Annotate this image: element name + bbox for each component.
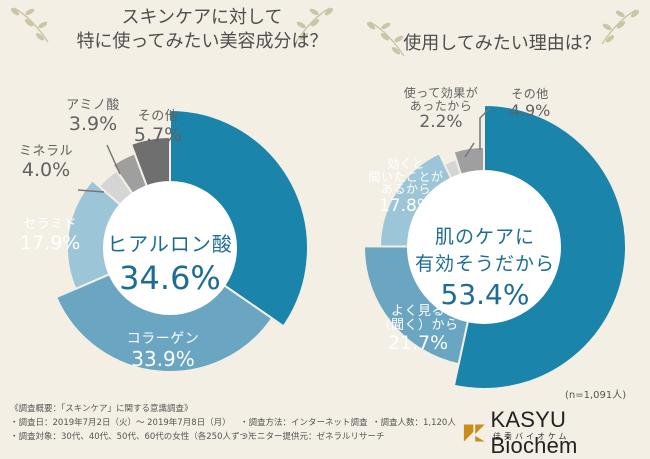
seen-value: 21.7%	[387, 332, 449, 355]
amino-value: 3.9%	[68, 112, 118, 135]
right-other-name: その他	[511, 87, 549, 101]
heard-line-1: 効くと	[387, 157, 425, 171]
right-center-label: 肌のケアに 有効そうだから 53.4%	[410, 222, 560, 311]
sample-size: (n=1,091人)	[565, 390, 627, 401]
label-seen: よく見る （聞く）から 21.7%	[368, 305, 468, 354]
label-used: 使って効果が あったから 2.2%	[396, 87, 486, 132]
label-left-other: その他 5.7%	[128, 110, 188, 146]
pointer-right-other	[479, 107, 491, 150]
leaf-icon-top-right-b	[601, 9, 640, 45]
left-title-line-1: スキンケアに対して	[121, 7, 283, 28]
left-title-line-2: 特に使ってみたい美容成分は？	[76, 31, 328, 52]
label-ceramide: セラミド 17.9%	[20, 218, 80, 254]
survey-overview: 《調査概要：「スキンケア」に関する意識調査》	[10, 404, 193, 414]
leaf-decorations	[10, 7, 640, 57]
left-other-name: その他	[137, 109, 179, 124]
skin-care-line-2: 有効そうだから	[414, 253, 555, 275]
donut-hole	[103, 181, 237, 315]
used-value: 2.2%	[419, 112, 463, 133]
label-collagen: コラーゲン 33.9%	[108, 332, 218, 370]
donut-chart-beauty-ingredients	[54, 108, 309, 373]
label-heard: 効くと 聞いたことが あるから 17.8%	[360, 158, 452, 216]
collagen-value: 33.9%	[131, 346, 195, 371]
leaf-icon-top-left	[10, 7, 49, 43]
mineral-value: 4.0%	[21, 158, 71, 181]
right-chart-title: 使用してみたい理由は？	[392, 32, 612, 56]
leaf-icon-top-right-a	[366, 21, 405, 57]
survey-count: ・調査人数：1,120人	[372, 418, 456, 428]
seen-line-1: よく見る	[390, 304, 445, 319]
seen-line-2: （聞く）から	[377, 317, 459, 333]
collagen-name: コラーゲン	[126, 331, 200, 347]
survey-monitor: ・モニター提供元：ゼネラルリサーチ	[240, 432, 385, 442]
amino-name: アミノ酸	[66, 98, 120, 113]
logo-mark-icon	[463, 424, 485, 442]
donut-hole	[407, 170, 561, 324]
used-line-1: 使って効果が	[403, 86, 479, 100]
hyaluronic-name: ヒアルロン酸	[107, 232, 233, 256]
skin-care-value: 53.4%	[440, 278, 530, 311]
pointer-amino	[106, 144, 121, 175]
label-pointer-lines	[77, 107, 491, 193]
left-chart-title: スキンケアに対して 特に使ってみたい美容成分は？	[52, 6, 352, 54]
mineral-name: ミネラル	[18, 144, 73, 159]
pointer-mineral	[77, 189, 105, 193]
survey-target: ・調査対象：30代、40代、50代、60代の女性（各250人ずつ）	[10, 432, 257, 442]
heard-value: 17.8%	[378, 195, 433, 216]
heard-line-3: あるから	[380, 182, 431, 197]
label-mineral: ミネラル 4.0%	[16, 145, 76, 181]
label-amino: アミノ酸 3.9%	[58, 99, 128, 135]
left-other-value: 5.7%	[133, 123, 183, 146]
hyaluronic-value: 34.6%	[119, 259, 221, 297]
label-right-other: その他 4.9%	[500, 88, 560, 119]
survey-date: ・調査日：2019年7月2日（火）～ 2019年7月8日（月）	[10, 418, 231, 428]
leaf-icon-top-center	[295, 7, 334, 43]
right-title: 使用してみたい理由は？	[403, 33, 601, 54]
logo-subtitle: 佳秀バイオケム	[493, 432, 570, 441]
donut-chart-usage-reasons	[363, 103, 627, 390]
heard-line-2: 聞いたことが	[368, 169, 444, 184]
left-center-label: ヒアルロン酸 34.6%	[100, 228, 240, 297]
right-other-value: 4.9%	[509, 100, 551, 120]
used-line-2: あったから	[409, 98, 473, 113]
skin-care-line-1: 肌のケアに	[434, 226, 535, 248]
pointer-used	[464, 142, 475, 158]
ceramide-value: 17.9%	[20, 231, 81, 254]
ceramide-name: セラミド	[22, 217, 77, 232]
survey-method: ・調査方法：インターネット調査	[240, 418, 368, 428]
